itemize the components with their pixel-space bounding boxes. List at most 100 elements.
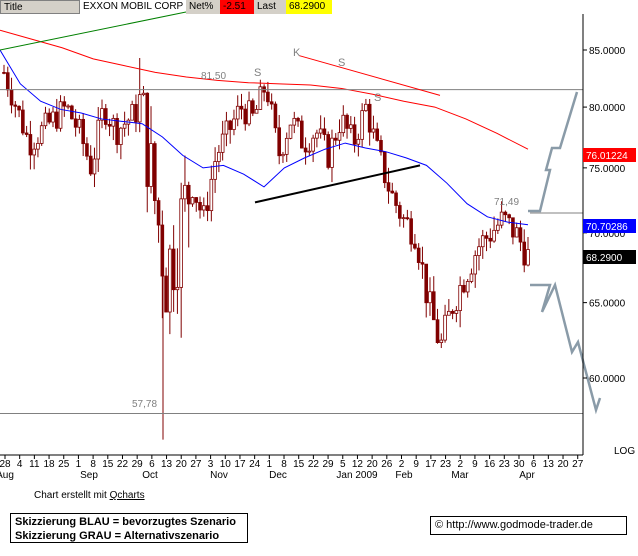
candle-body (239, 105, 244, 110)
candle-body (356, 138, 361, 145)
candle-body (511, 217, 515, 238)
x-tick-label: 22 (117, 459, 129, 470)
x-month-label: Sep (80, 470, 98, 481)
candle-body (92, 158, 97, 175)
candle-body (66, 105, 70, 108)
candle-body (499, 211, 504, 226)
candle-body (51, 111, 55, 123)
candle-body (364, 103, 368, 112)
x-tick-label: 9 (413, 459, 419, 470)
instrument-name: EXXON MOBIL CORP (80, 0, 186, 14)
x-tick-label: 27 (572, 459, 584, 470)
candle-body (514, 227, 519, 238)
candle-body (266, 91, 270, 103)
candle-body (232, 118, 236, 130)
candle-body (190, 197, 195, 205)
candle-body (17, 105, 21, 111)
candle-body (465, 281, 470, 293)
price-badge-label: 68.2900 (586, 253, 623, 264)
x-tick-label: 16 (484, 459, 496, 470)
candle-body (2, 72, 6, 74)
y-tick-label: 70.0000 (589, 229, 626, 240)
candle-body (152, 143, 157, 202)
candle-body (235, 105, 240, 120)
candle-body (70, 105, 74, 120)
candle-body (311, 137, 315, 152)
y-tick-label: 85.0000 (589, 46, 626, 57)
x-month-label: Nov (210, 470, 228, 481)
candle-body (477, 246, 481, 256)
legend-blue: Skizzierung BLAU = bevorzugtes Szenario (15, 516, 236, 528)
candle-body (100, 108, 104, 121)
chart-annotation: S (254, 67, 261, 79)
candle-body (307, 150, 312, 153)
chart-annotation: 81,50 (201, 71, 226, 82)
overlays: 81,50 71,49 57,78 S K S S (0, 11, 602, 415)
candle-body (224, 120, 229, 135)
x-month-label: Oct (142, 470, 158, 481)
candle-body (367, 103, 372, 133)
x-tick-label: 13 (161, 459, 173, 470)
candle-body (145, 92, 150, 187)
candle-body (341, 114, 346, 134)
x-tick-label: 2 (457, 459, 463, 470)
price-badge (583, 250, 636, 264)
candle-body (413, 243, 417, 249)
candle-body (503, 211, 508, 216)
x-tick-label: 8 (90, 459, 96, 470)
candle-body (130, 104, 134, 121)
x-tick-label: 24 (249, 459, 261, 470)
x-tick-label: 12 (352, 459, 364, 470)
x-tick-label: 28 (0, 459, 11, 470)
candle-body (386, 182, 391, 192)
candle-body (277, 127, 281, 157)
scale-label: LOG (614, 446, 635, 457)
candles (2, 57, 530, 440)
x-tick-label: 1 (267, 459, 273, 470)
x-tick-label: 25 (58, 459, 70, 470)
candle-body (134, 104, 138, 123)
price-badge-label: 76.01224 (586, 151, 628, 162)
candle-body (254, 109, 259, 114)
x-tick-label: 13 (543, 459, 555, 470)
candle-body (518, 227, 523, 243)
candle-body (24, 132, 29, 135)
candle-body (454, 310, 459, 314)
candle-body (21, 109, 25, 134)
x-tick-label: 27 (190, 459, 202, 470)
x-tick-label: 17 (234, 459, 246, 470)
candle-body (409, 218, 413, 245)
x-tick-label: 29 (323, 459, 335, 470)
x-tick-label: 9 (472, 459, 478, 470)
x-tick-label: 10 (220, 459, 232, 470)
resistance-line (298, 55, 441, 96)
candle-body (480, 235, 485, 248)
candle-body (496, 224, 500, 231)
candle-body (382, 151, 387, 184)
x-tick-label: 20 (367, 459, 379, 470)
chart-annotation: K (293, 47, 301, 59)
x-month-label: Aug (0, 470, 14, 481)
candle-body (164, 275, 168, 313)
candle-body (205, 205, 210, 212)
candle-body (13, 104, 18, 107)
candle-body (522, 241, 527, 266)
candle-body (416, 247, 421, 263)
candle-body (62, 101, 67, 107)
candle-body (375, 128, 380, 141)
candle-body (333, 137, 338, 141)
source-credit[interactable]: © http://www.godmode-trader.de (430, 516, 627, 535)
candle-body (424, 263, 429, 304)
qcharts-link[interactable]: Qcharts (109, 490, 145, 501)
x-tick-label: 29 (132, 459, 144, 470)
candle-body (5, 72, 10, 91)
candle-body (258, 86, 263, 110)
x-tick-label: 11 (29, 459, 40, 470)
chart-annotation: S (338, 57, 345, 69)
x-tick-label: 26 (381, 459, 393, 470)
trend-line-green (0, 11, 187, 51)
candle-body (103, 108, 108, 125)
x-tick-label: 23 (499, 459, 511, 470)
candle-body (326, 134, 331, 168)
candle-body (111, 118, 116, 127)
